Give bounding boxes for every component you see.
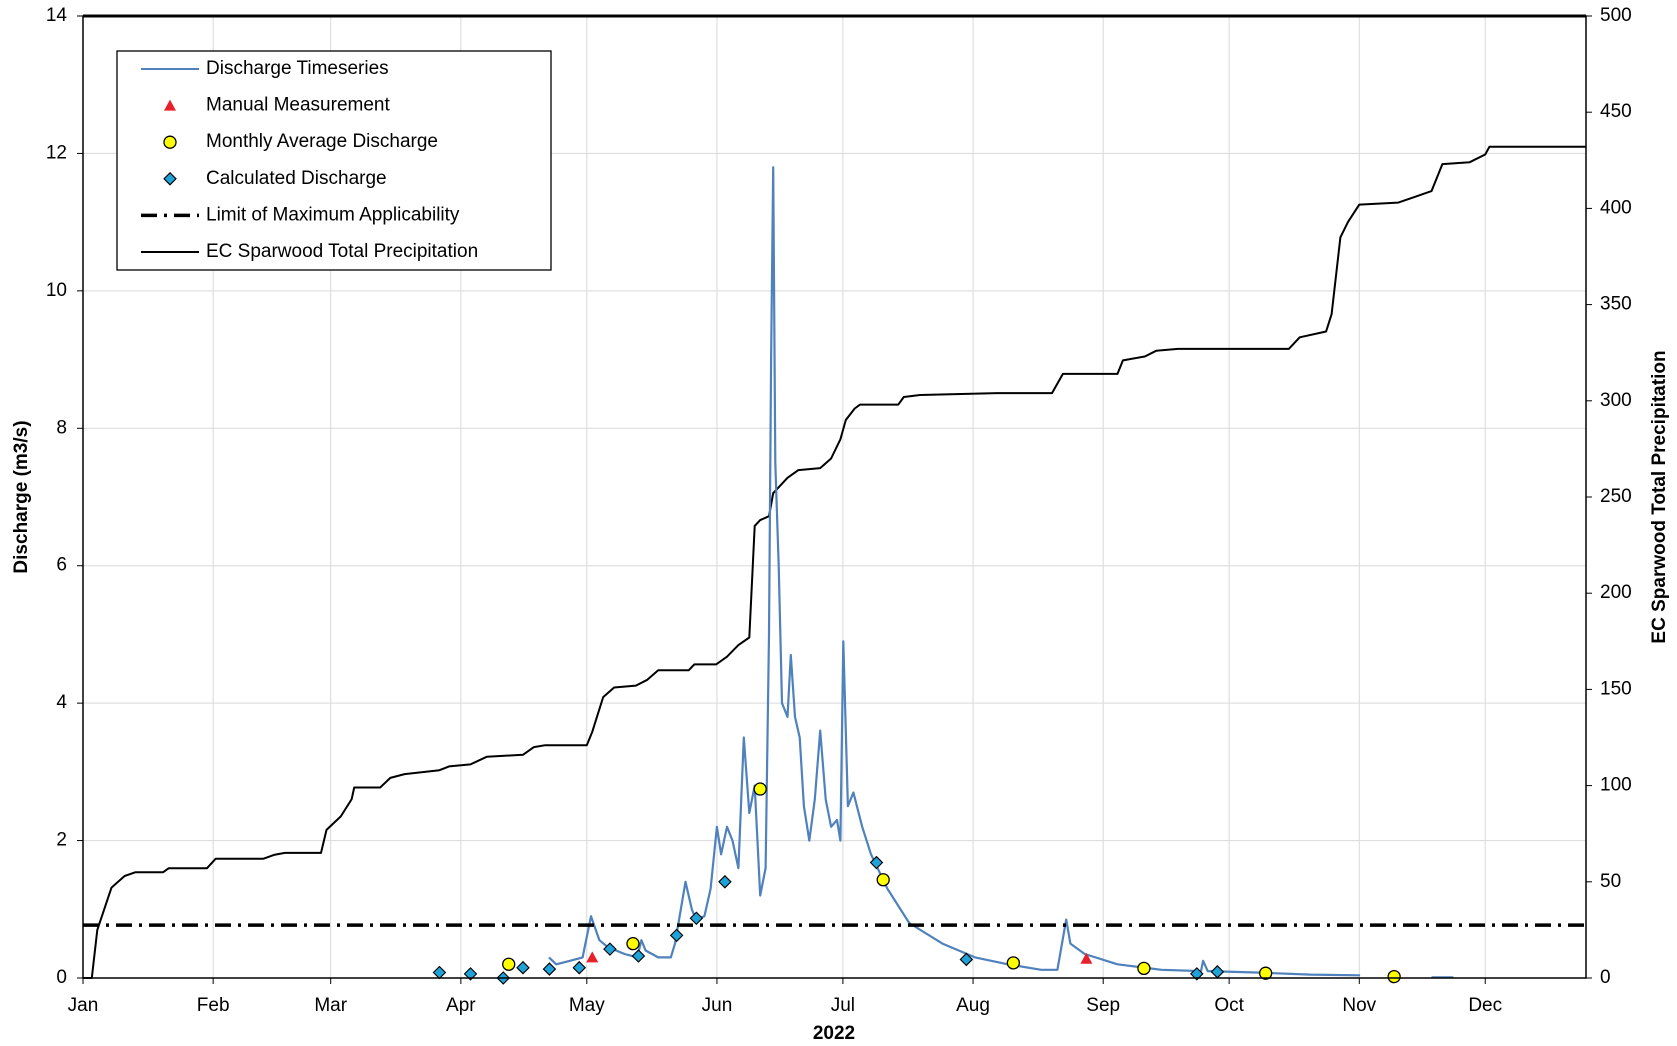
diamond-marker (959, 952, 974, 967)
y-axis-label: Discharge (m3/s) (11, 420, 32, 573)
y2-tick-label: 0 (1600, 967, 1611, 988)
y2-tick-label: 200 (1600, 582, 1632, 603)
y-tick-label: 10 (46, 280, 67, 301)
diamond-marker (631, 949, 646, 963)
y-tick-label: 8 (56, 417, 67, 438)
legend-label: Limit of Maximum Applicability (206, 204, 460, 225)
circle-marker (1259, 966, 1273, 980)
series-line (83, 145, 1586, 979)
x-tick-label: Aug (956, 995, 990, 1016)
y-tick-label: 0 (56, 967, 67, 988)
circle-marker (876, 873, 890, 887)
triangle-marker (586, 951, 599, 963)
y2-tick-label: 350 (1600, 294, 1632, 315)
diamond-marker (1190, 967, 1204, 981)
circle-marker (1387, 969, 1401, 984)
x-tick-label: Apr (446, 995, 476, 1016)
legend-label: Monthly Average Discharge (206, 131, 438, 152)
diamond-marker (603, 942, 617, 956)
legend-label: Calculated Discharge (206, 168, 387, 189)
y-tick-label: 2 (56, 830, 67, 851)
y2-axis-label: EC Sparwood Total Precipitation (1649, 350, 1670, 643)
x-tick-label: May (569, 995, 605, 1016)
legend-box (116, 50, 552, 271)
diamond-marker (689, 911, 704, 925)
legend-swatch (164, 99, 176, 111)
series-line (548, 166, 1454, 979)
x-tick-label: Nov (1342, 995, 1376, 1016)
circle-marker (1006, 956, 1020, 970)
legend-label: Discharge Timeseries (206, 58, 389, 79)
x-tick-label: Oct (1214, 995, 1244, 1016)
x-tick-label: Jul (831, 995, 855, 1016)
diamond-marker (669, 928, 684, 943)
circle-marker (753, 782, 767, 796)
diamond-marker (432, 965, 447, 980)
y-tick-label: 6 (56, 555, 67, 576)
y-tick-label: 12 (46, 142, 67, 163)
x-tick-label: Feb (197, 995, 230, 1016)
y2-tick-label: 250 (1600, 486, 1632, 507)
legend-label: EC Sparwood Total Precipitation (206, 241, 478, 262)
x-tick-label: Dec (1468, 995, 1502, 1016)
diamond-marker (516, 960, 530, 975)
y2-tick-label: 400 (1600, 197, 1632, 218)
legend-swatch (163, 135, 177, 149)
x-tick-label: Sep (1086, 995, 1120, 1016)
y2-tick-label: 500 (1600, 5, 1632, 26)
y-tick-label: 4 (56, 692, 67, 713)
triangle-marker (1080, 952, 1093, 964)
diamond-marker (463, 967, 478, 981)
y2-tick-label: 150 (1600, 678, 1632, 699)
y-tick-label: 14 (46, 5, 68, 26)
circle-marker (502, 957, 516, 971)
diamond-marker (718, 875, 732, 889)
y2-tick-label: 100 (1600, 775, 1632, 796)
x-tick-label: Jun (702, 995, 733, 1016)
diamond-marker (572, 960, 587, 975)
x-tick-label: Jan (68, 995, 99, 1016)
y2-tick-label: 300 (1600, 390, 1632, 411)
legend-swatch (163, 172, 177, 186)
x-tick-label: Mar (314, 995, 347, 1016)
legend-label: Manual Measurement (206, 95, 390, 116)
y2-tick-label: 450 (1600, 101, 1632, 122)
circle-marker (1137, 961, 1151, 976)
circle-marker (626, 936, 640, 951)
y2-tick-label: 50 (1600, 871, 1621, 892)
diamond-marker (542, 962, 557, 976)
diamond-marker (1210, 965, 1225, 979)
diamond-marker (869, 855, 884, 870)
x-axis-label: 2022 (813, 1023, 855, 1044)
